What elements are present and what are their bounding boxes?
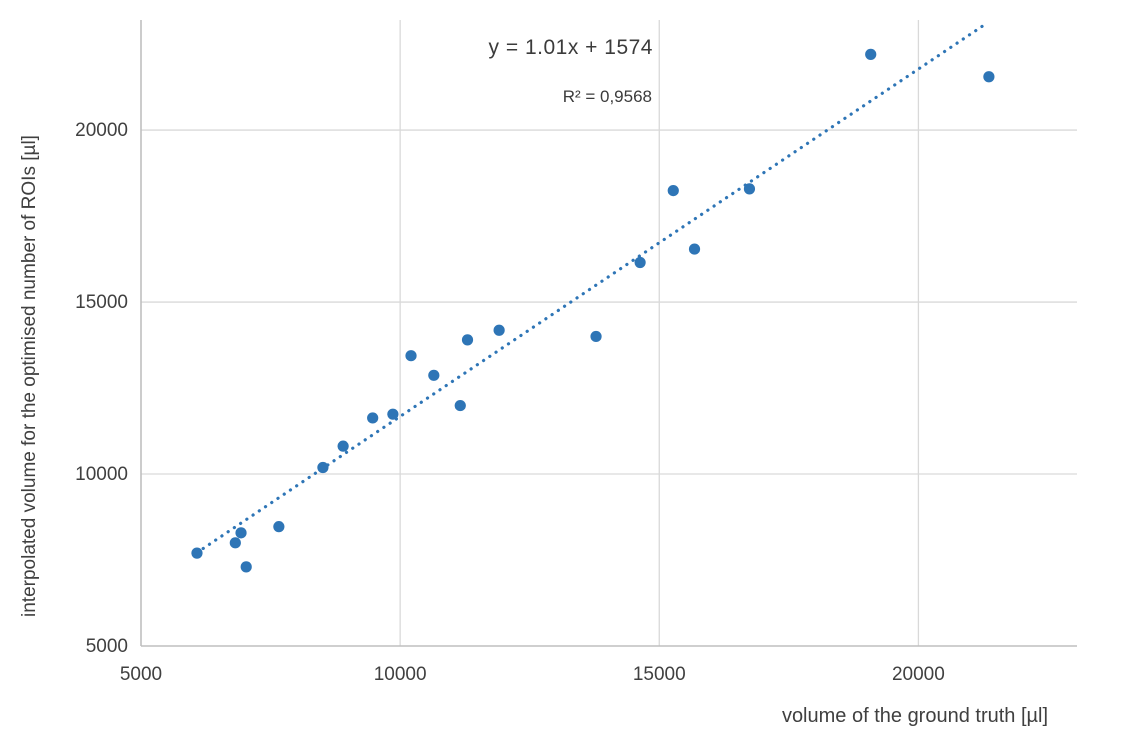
trendline [201, 20, 990, 551]
y-tick-label: 15000 [75, 292, 128, 313]
x-tick-label: 5000 [120, 664, 162, 685]
data-point [229, 537, 241, 549]
data-point [461, 334, 474, 346]
trendline-equation-label: y = 1.01x + 1574 [488, 36, 653, 59]
tick-labels: 5000 10000 15000 20000 5000 10000 15000 20000 [75, 120, 945, 685]
x-axis-title: volume of the ground truth [µl] [781, 705, 1049, 727]
data-point [634, 256, 646, 269]
data-point [405, 350, 417, 362]
data-point [191, 547, 203, 559]
axes [140, 20, 1077, 647]
y-tick-label: 20000 [75, 120, 128, 141]
data-point [688, 243, 701, 255]
data-point [743, 183, 756, 195]
data-point [367, 412, 379, 424]
data-point [387, 408, 399, 420]
data-point [983, 71, 995, 83]
data-point [590, 330, 602, 343]
data-point [865, 48, 877, 60]
data-point [240, 561, 252, 573]
trendline-dotted [201, 20, 990, 551]
x-tick-label: 10000 [374, 664, 427, 685]
data-point [235, 527, 247, 539]
x-tick-label: 20000 [892, 664, 945, 685]
data-points [191, 48, 995, 573]
data-point [493, 324, 505, 336]
x-tick-label: 15000 [633, 664, 686, 685]
y-tick-label: 10000 [75, 464, 128, 485]
data-point [667, 185, 679, 197]
y-axis-title: interpolated volume for the optimised nu… [19, 135, 40, 617]
trendline-r-squared-label: R² = 0,9568 [562, 87, 652, 106]
data-point [454, 399, 466, 412]
data-point [273, 521, 285, 533]
data-point [428, 369, 440, 381]
data-point [317, 461, 329, 474]
y-tick-label: 5000 [86, 636, 128, 657]
gridlines [141, 20, 1077, 646]
data-point [337, 440, 349, 452]
